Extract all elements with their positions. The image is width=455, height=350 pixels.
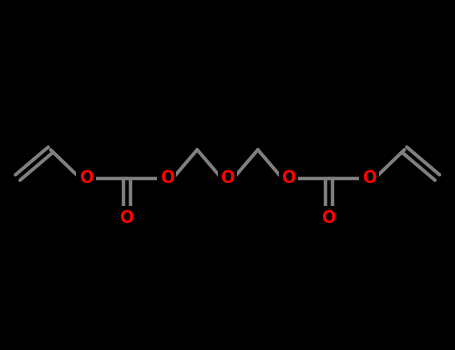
Text: O: O: [220, 169, 235, 187]
Text: O: O: [79, 169, 93, 187]
Text: O: O: [281, 169, 295, 187]
Text: O: O: [322, 209, 336, 227]
Text: O: O: [119, 209, 133, 227]
Text: O: O: [160, 169, 174, 187]
Text: O: O: [362, 169, 376, 187]
